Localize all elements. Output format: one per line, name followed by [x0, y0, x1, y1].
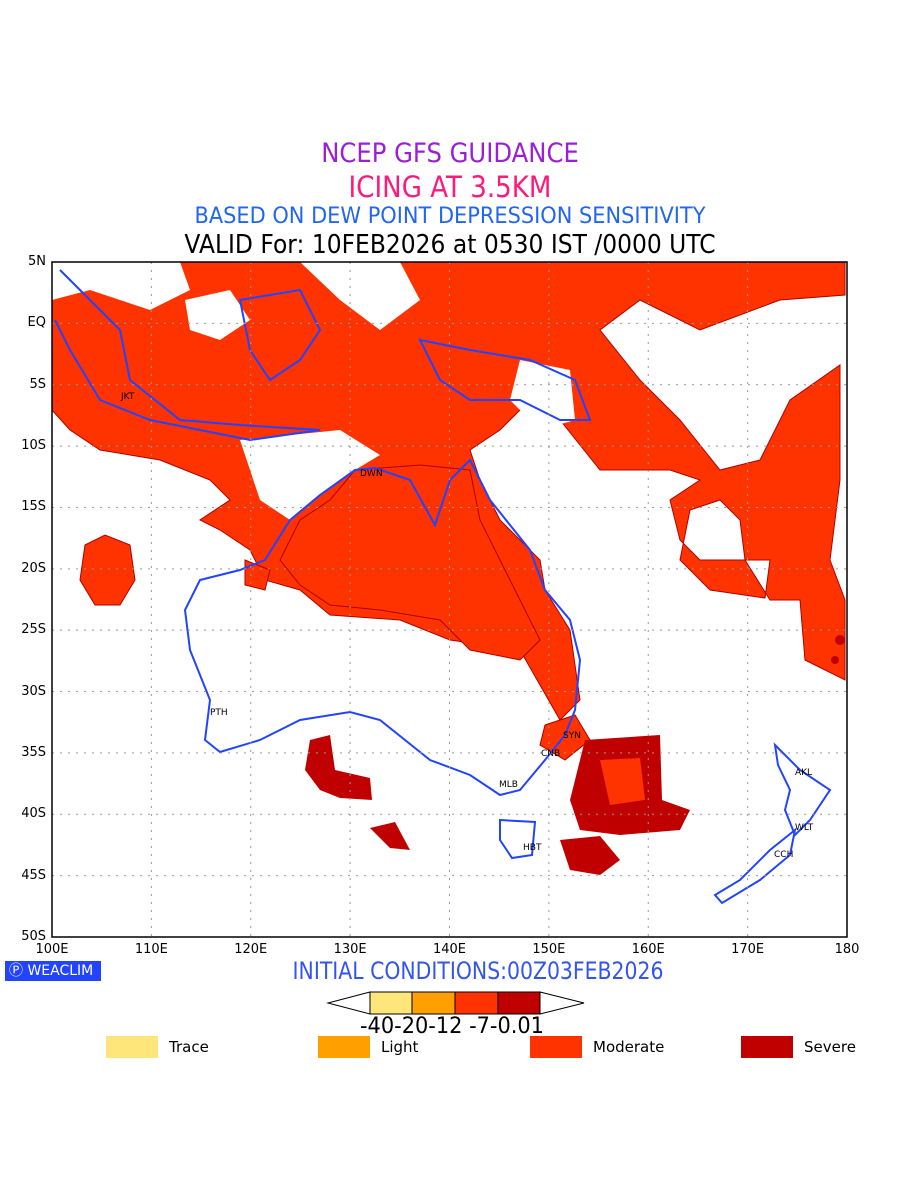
lon-tick-label: 120E [234, 942, 268, 957]
new-guinea-coastline [418, 338, 592, 421]
city-label: DWN [360, 469, 383, 479]
weaclim-logo: Ⓟ WEACLIM [5, 961, 101, 981]
plot-frame [51, 261, 848, 938]
lat-tick-label: EQ [27, 315, 46, 331]
tasmania-coastline [499, 818, 537, 860]
lat-tick-label: 30S [21, 683, 46, 699]
lat-tick-label: 20S [21, 560, 46, 576]
legend-label: Light [381, 1038, 419, 1056]
borneo-coastline [238, 288, 322, 382]
legend-label: Moderate [593, 1038, 665, 1056]
lat-tick-label: 15S [21, 499, 46, 515]
colorbar-labels: -40-20-12 -7-0.01 [360, 1014, 544, 1039]
lat-tick-label: 35S [21, 744, 46, 760]
city-label: PTH [210, 708, 228, 718]
logo-text: WEACLIM [27, 963, 94, 979]
title-product: ICING AT 3.5KM [348, 170, 552, 204]
legend-swatch [741, 1036, 793, 1058]
lat-tick-label: 50S [21, 929, 46, 944]
city-label: CNB [541, 749, 561, 759]
lon-tick-label: 160E [631, 942, 665, 957]
australia-coastline [183, 458, 582, 797]
colorbar [326, 991, 585, 1015]
moderate-icing-areas [51, 261, 846, 761]
city-label: HBT [523, 843, 542, 853]
lon-tick-label: 170E [731, 942, 765, 957]
lat-tick-label: 5S [29, 376, 46, 392]
legend-label: Severe [804, 1038, 856, 1056]
city-label: WLT [795, 823, 814, 833]
lon-tick-label: 180 [834, 942, 860, 957]
lon-tick-label: 130E [333, 942, 367, 957]
gridlines [52, 262, 847, 937]
new-zealand-north [773, 742, 832, 837]
severe-icing-areas [305, 635, 845, 875]
lat-tick-label: 45S [21, 867, 46, 883]
lon-tick-label: 100E [35, 942, 69, 957]
lon-tick-label: 150E [532, 942, 566, 957]
sumatra-java-coastline [54, 269, 321, 442]
new-zealand-south [713, 827, 797, 905]
city-label: JKT [121, 392, 135, 402]
lat-tick-label: 10S [21, 438, 46, 454]
initial-conditions: INITIAL CONDITIONS:00Z03FEB2026 [292, 957, 664, 985]
city-label: AKL [795, 768, 813, 778]
lon-tick-label: 110E [134, 942, 168, 957]
lat-tick-label: 25S [21, 622, 46, 638]
city-label: MLB [499, 780, 518, 790]
lon-tick-label: 140E [432, 942, 467, 957]
city-label: CCH [774, 850, 794, 860]
lat-tick-label: 5N [28, 254, 46, 269]
valid-time: VALID For: 10FEB2026 at 0530 IST /0000 U… [184, 230, 716, 260]
city-label: SYN [563, 731, 581, 741]
legend-label: Trace [169, 1038, 209, 1056]
legend-swatch [530, 1036, 582, 1058]
title-model: NCEP GFS GUIDANCE [321, 138, 579, 169]
legend-swatch [106, 1036, 158, 1058]
legend-swatch [318, 1036, 370, 1058]
lat-tick-label: 40S [21, 806, 46, 822]
coastlines [54, 269, 832, 905]
subtitle-method: BASED ON DEW POINT DEPRESSION SENSITIVIT… [194, 204, 706, 229]
